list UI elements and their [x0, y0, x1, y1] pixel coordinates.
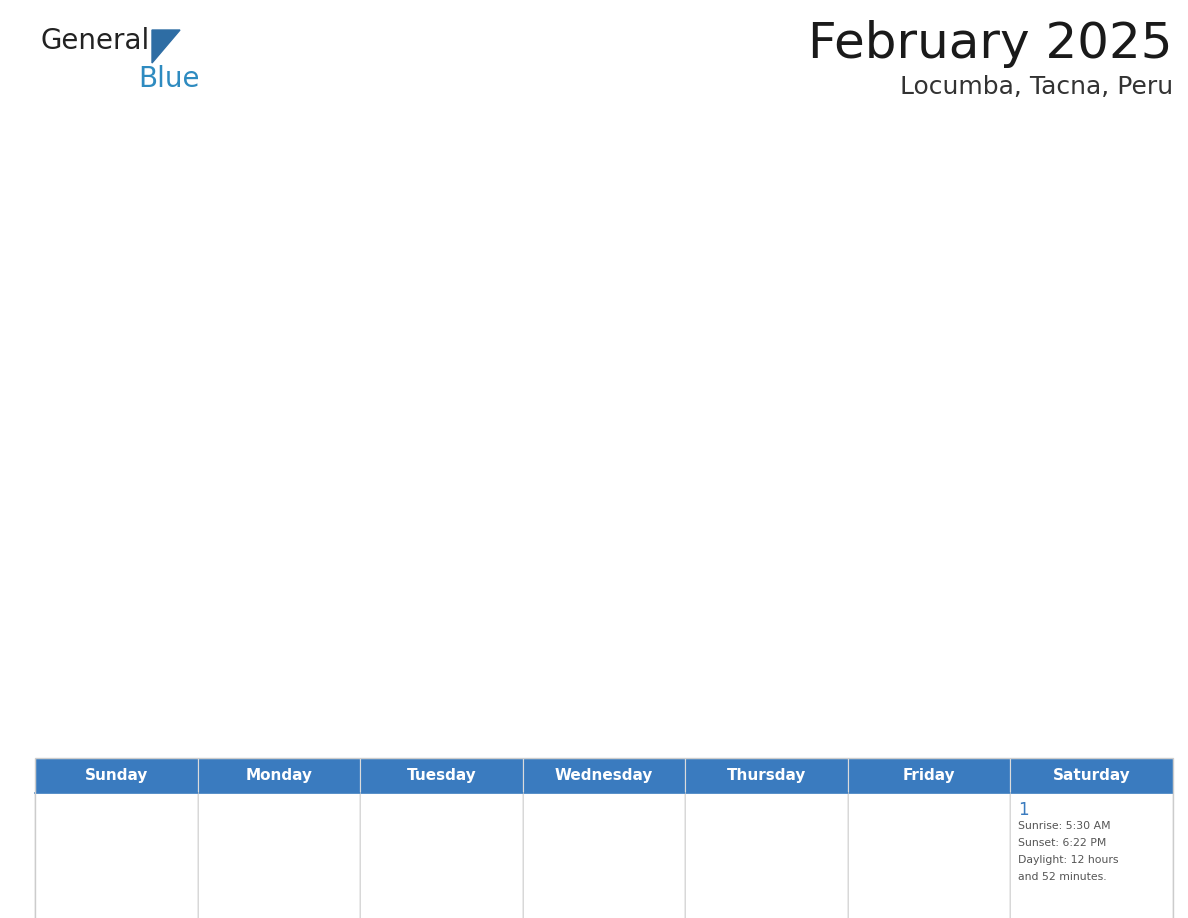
Text: Thursday: Thursday	[727, 768, 807, 783]
Polygon shape	[152, 30, 181, 63]
Text: Tuesday: Tuesday	[406, 768, 476, 783]
Bar	[34, 758, 1173, 918]
Text: February 2025: February 2025	[809, 20, 1173, 68]
Text: Daylight: 12 hours: Daylight: 12 hours	[1018, 855, 1119, 865]
Bar	[523, 793, 685, 918]
Bar	[848, 793, 1011, 918]
Text: Wednesday: Wednesday	[555, 768, 653, 783]
Text: 1: 1	[1018, 801, 1029, 819]
Text: Sunset: 6:22 PM: Sunset: 6:22 PM	[1018, 838, 1107, 848]
Bar	[1011, 758, 1173, 793]
Bar	[197, 758, 360, 793]
Text: Friday: Friday	[903, 768, 955, 783]
Bar	[523, 758, 685, 793]
Bar	[34, 758, 197, 793]
Bar	[848, 758, 1011, 793]
Text: Saturday: Saturday	[1053, 768, 1131, 783]
Text: Sunday: Sunday	[84, 768, 148, 783]
Bar	[685, 793, 848, 918]
Bar	[360, 758, 523, 793]
Text: Blue: Blue	[138, 65, 200, 93]
Bar	[197, 793, 360, 918]
Bar	[34, 793, 1173, 918]
Text: General: General	[40, 27, 150, 55]
Bar	[360, 793, 523, 918]
Text: and 52 minutes.: and 52 minutes.	[1018, 872, 1107, 882]
Text: Sunrise: 5:30 AM: Sunrise: 5:30 AM	[1018, 821, 1111, 831]
Bar	[1011, 793, 1173, 918]
Bar	[685, 758, 848, 793]
Text: Locumba, Tacna, Peru: Locumba, Tacna, Peru	[899, 75, 1173, 99]
Bar	[34, 793, 197, 918]
Text: Monday: Monday	[246, 768, 312, 783]
